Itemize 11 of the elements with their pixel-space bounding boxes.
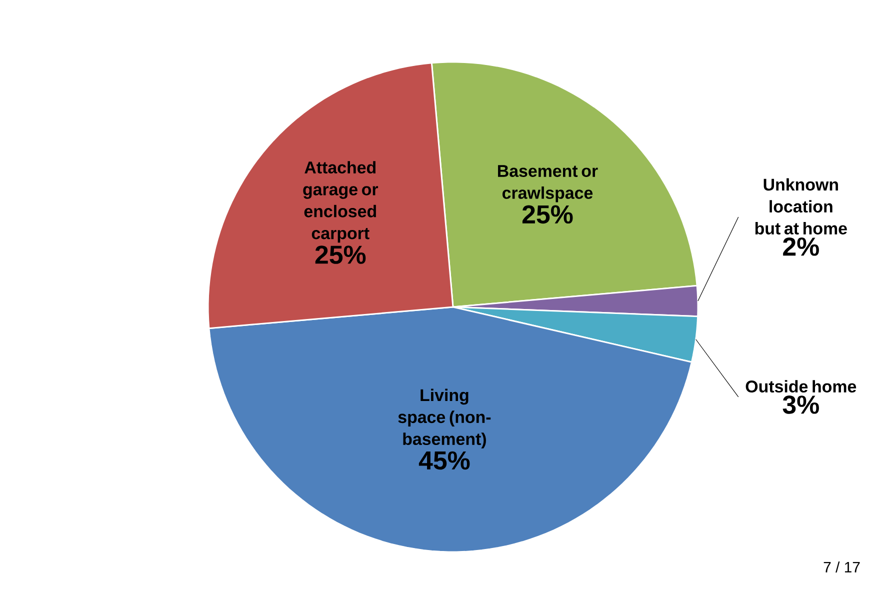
data-label: 25% xyxy=(315,246,366,264)
text: 7 / 17 xyxy=(824,562,860,572)
slice-label: Basement or crawlspace xyxy=(498,165,598,202)
data-label: 25% xyxy=(522,205,573,224)
slice-label: Attached garage or enclosed carport xyxy=(303,161,378,243)
data-label: 2% xyxy=(783,237,819,256)
data-label: 3% xyxy=(782,396,819,414)
data-label: 45% xyxy=(418,451,470,470)
slice-label: Outside home xyxy=(746,380,856,393)
slice-label: Living space (non-basement) xyxy=(398,388,491,448)
slice-label: Unknown location but at home xyxy=(755,178,847,234)
